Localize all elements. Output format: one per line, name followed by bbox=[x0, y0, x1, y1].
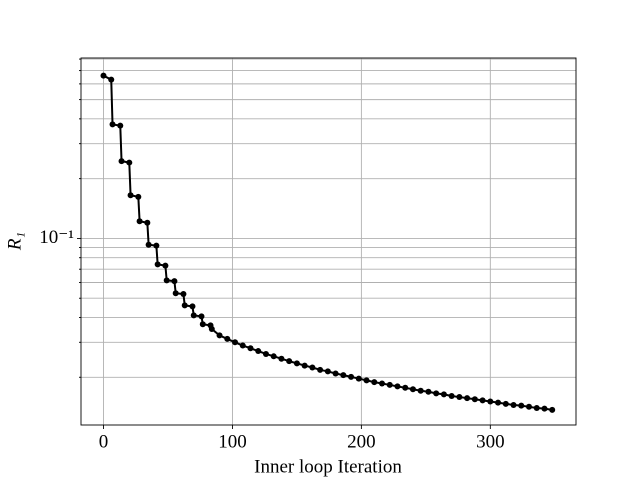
data-point bbox=[379, 380, 386, 387]
data-point bbox=[208, 325, 215, 332]
data-point bbox=[417, 387, 424, 394]
data-point bbox=[510, 402, 517, 409]
data-point bbox=[502, 400, 509, 407]
data-point bbox=[386, 381, 393, 388]
data-point bbox=[189, 303, 196, 310]
x-tick-label: 100 bbox=[218, 431, 247, 452]
data-point bbox=[190, 312, 197, 319]
data-point bbox=[162, 262, 169, 269]
data-point bbox=[433, 390, 440, 397]
data-point bbox=[440, 391, 447, 398]
x-axis-label: Inner loop Iteration bbox=[254, 456, 402, 477]
data-point bbox=[126, 159, 133, 166]
y-axis-label: R₁ bbox=[4, 232, 25, 251]
data-point bbox=[464, 395, 471, 402]
data-point bbox=[456, 394, 463, 401]
x-tick-label: 0 bbox=[99, 431, 109, 452]
data-point bbox=[340, 372, 347, 379]
data-point bbox=[363, 377, 370, 384]
data-point bbox=[270, 353, 277, 360]
data-point bbox=[317, 366, 324, 373]
data-point bbox=[145, 241, 152, 248]
data-point bbox=[518, 402, 525, 409]
data-point bbox=[117, 122, 124, 129]
data-point bbox=[309, 364, 316, 371]
data-point bbox=[224, 335, 231, 342]
data-point bbox=[154, 261, 161, 268]
data-point bbox=[541, 405, 548, 412]
data-point bbox=[278, 355, 285, 362]
data-point bbox=[216, 332, 223, 339]
data-point bbox=[301, 362, 308, 369]
data-point bbox=[163, 277, 170, 284]
data-point bbox=[402, 384, 409, 391]
data-point bbox=[495, 399, 502, 406]
data-point bbox=[239, 342, 246, 349]
data-point bbox=[394, 383, 401, 390]
data-point bbox=[108, 76, 115, 83]
data-point bbox=[247, 345, 254, 352]
data-point bbox=[144, 219, 151, 226]
plot-frame bbox=[80, 57, 577, 426]
data-point bbox=[232, 339, 239, 346]
x-tick-label: 200 bbox=[347, 431, 376, 452]
data-point bbox=[262, 350, 269, 357]
data-point bbox=[171, 278, 178, 285]
x-tick-label: 300 bbox=[476, 431, 505, 452]
data-point bbox=[293, 360, 300, 367]
y-tick-label: 10⁻¹ bbox=[39, 227, 74, 248]
data-point bbox=[526, 403, 533, 410]
data-point bbox=[153, 242, 160, 249]
data-point bbox=[180, 291, 187, 298]
data-point bbox=[100, 72, 107, 79]
data-point bbox=[549, 406, 556, 413]
data-point bbox=[533, 405, 540, 412]
data-point bbox=[199, 321, 206, 328]
data-point bbox=[136, 218, 143, 225]
data-point bbox=[324, 368, 331, 375]
data-point bbox=[425, 388, 432, 395]
data-point bbox=[255, 348, 262, 355]
data-point bbox=[172, 290, 179, 297]
data-point bbox=[371, 379, 378, 386]
data-point bbox=[286, 358, 293, 365]
data-point bbox=[109, 121, 116, 128]
data-point bbox=[487, 398, 494, 405]
data-point bbox=[332, 370, 339, 377]
data-point bbox=[135, 193, 142, 200]
data-point bbox=[348, 373, 355, 380]
data-point bbox=[118, 158, 125, 165]
data-point bbox=[181, 302, 188, 309]
data-point bbox=[479, 397, 486, 404]
data-point bbox=[448, 392, 455, 399]
data-point bbox=[409, 386, 416, 393]
data-point bbox=[471, 396, 478, 403]
data-point bbox=[127, 192, 134, 199]
data-point bbox=[198, 313, 205, 320]
data-line bbox=[103, 74, 553, 411]
data-point bbox=[355, 375, 362, 382]
